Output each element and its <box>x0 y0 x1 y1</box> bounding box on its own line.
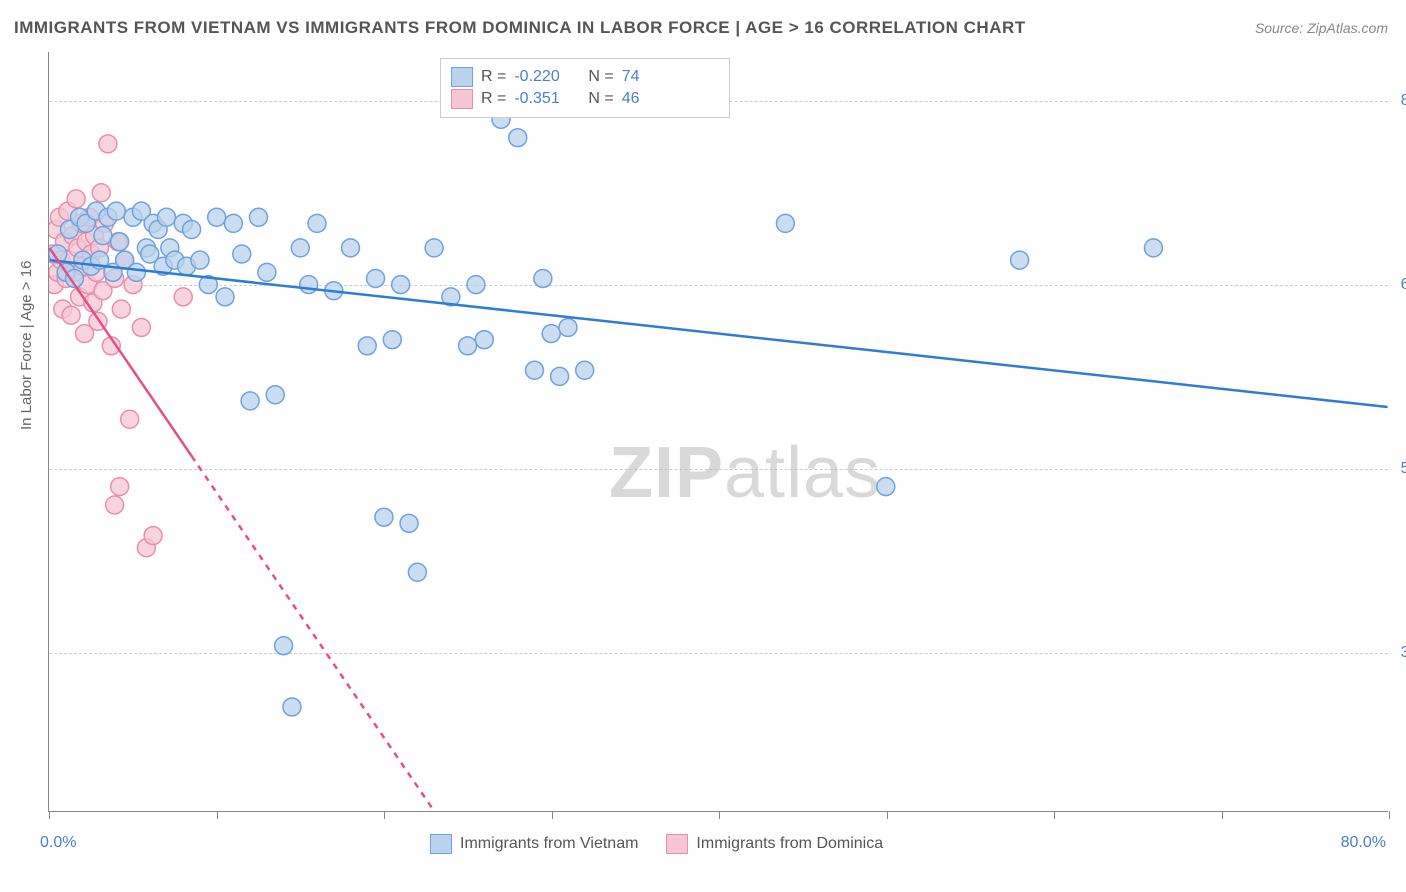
x-tick <box>384 811 385 819</box>
data-point <box>258 263 276 281</box>
y-tick-label: 35.0% <box>1401 644 1406 662</box>
data-point <box>534 269 552 287</box>
swatch-dominica <box>451 89 473 109</box>
data-point <box>191 251 209 269</box>
swatch-dominica <box>666 834 688 854</box>
data-point <box>425 239 443 257</box>
data-point <box>216 288 234 306</box>
data-point <box>776 214 794 232</box>
data-point <box>241 392 259 410</box>
swatch-vietnam <box>430 834 452 854</box>
legend-item-vietnam: Immigrants from Vietnam <box>430 834 638 854</box>
data-point <box>275 637 293 655</box>
data-point <box>49 245 67 263</box>
data-point <box>408 563 426 581</box>
series-legend: Immigrants from Vietnam Immigrants from … <box>430 834 883 854</box>
data-point <box>509 129 527 147</box>
data-point <box>144 527 162 545</box>
data-point <box>233 245 251 263</box>
legend-row-dominica: R = -0.351 N = 46 <box>451 89 719 109</box>
data-point <box>102 337 120 355</box>
data-point <box>174 288 192 306</box>
data-point <box>127 263 145 281</box>
data-point <box>358 337 376 355</box>
data-point <box>224 214 242 232</box>
y-tick-label: 65.0% <box>1401 276 1406 294</box>
data-point <box>383 331 401 349</box>
scatter-points-layer <box>49 52 1388 811</box>
data-point <box>65 269 83 287</box>
y-tick-label: 80.0% <box>1401 92 1406 110</box>
y-tick-label: 50.0% <box>1401 460 1406 478</box>
data-point <box>92 184 110 202</box>
data-point <box>526 361 544 379</box>
x-tick <box>887 811 888 819</box>
data-point <box>121 410 139 428</box>
data-point <box>542 325 560 343</box>
data-point <box>62 306 80 324</box>
data-point <box>266 386 284 404</box>
data-point <box>877 478 895 496</box>
correlation-chart: IMMIGRANTS FROM VIETNAM VS IMMIGRANTS FR… <box>0 0 1406 892</box>
data-point <box>132 318 150 336</box>
data-point <box>341 239 359 257</box>
data-point <box>112 300 130 318</box>
plot-area: ZIPatlas 35.0%50.0%65.0%80.0% <box>48 52 1388 812</box>
data-point <box>94 227 112 245</box>
data-point <box>183 221 201 239</box>
data-point <box>283 698 301 716</box>
data-point <box>199 276 217 294</box>
swatch-vietnam <box>451 67 473 87</box>
data-point <box>249 208 267 226</box>
data-point <box>1011 251 1029 269</box>
data-point <box>107 202 125 220</box>
data-point <box>1144 239 1162 257</box>
data-point <box>400 514 418 532</box>
data-point <box>300 276 318 294</box>
x-tick <box>1389 811 1390 819</box>
data-point <box>291 239 309 257</box>
legend-item-dominica: Immigrants from Dominica <box>666 834 883 854</box>
data-point <box>551 367 569 385</box>
x-tick <box>217 811 218 819</box>
data-point <box>106 496 124 514</box>
data-point <box>157 208 175 226</box>
data-point <box>308 214 326 232</box>
data-point <box>392 276 410 294</box>
x-tick <box>1222 811 1223 819</box>
x-axis-max-label: 80.0% <box>1341 834 1386 852</box>
data-point <box>111 233 129 251</box>
legend-row-vietnam: R = -0.220 N = 74 <box>451 67 719 87</box>
chart-title: IMMIGRANTS FROM VIETNAM VS IMMIGRANTS FR… <box>14 18 1026 38</box>
data-point <box>325 282 343 300</box>
data-point <box>459 337 477 355</box>
x-tick <box>49 811 50 819</box>
data-point <box>375 508 393 526</box>
data-point <box>442 288 460 306</box>
x-axis-min-label: 0.0% <box>40 834 76 852</box>
data-point <box>475 331 493 349</box>
data-point <box>111 478 129 496</box>
data-point <box>208 208 226 226</box>
data-point <box>367 269 385 287</box>
data-point <box>89 312 107 330</box>
x-tick <box>552 811 553 819</box>
data-point <box>99 135 117 153</box>
source-attribution: Source: ZipAtlas.com <box>1255 20 1388 36</box>
data-point <box>467 276 485 294</box>
x-tick <box>719 811 720 819</box>
correlation-legend: R = -0.220 N = 74 R = -0.351 N = 46 <box>440 58 730 118</box>
y-axis-label: In Labor Force | Age > 16 <box>18 261 35 430</box>
data-point <box>67 190 85 208</box>
x-tick <box>1054 811 1055 819</box>
data-point <box>559 318 577 336</box>
data-point <box>576 361 594 379</box>
